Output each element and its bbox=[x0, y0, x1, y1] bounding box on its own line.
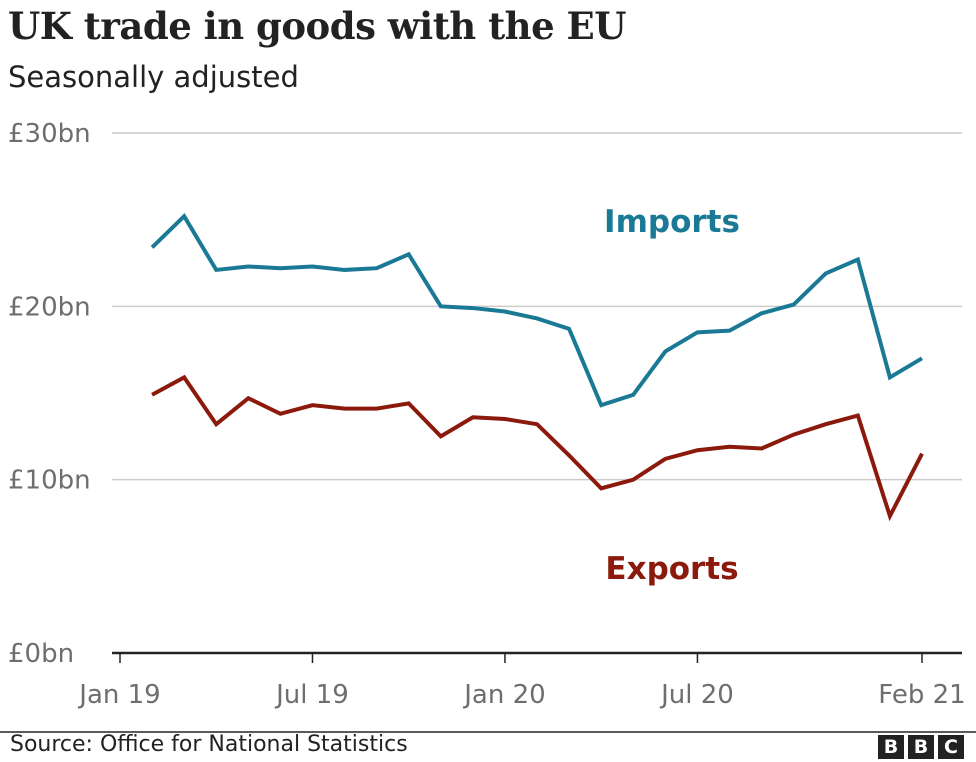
x-tick-label: Jan 20 bbox=[462, 680, 545, 710]
gridlines bbox=[112, 132, 962, 481]
line-chart: £0bn £10bn £20bn £30bn Jan 19 Jul 19 Jan 20 Ju… bbox=[8, 119, 966, 710]
x-tick-label: Jan 19 bbox=[77, 680, 160, 710]
bbc-logo-letter: B bbox=[908, 735, 934, 759]
series-line-imports bbox=[150, 213, 924, 408]
series-label-exports: Exports bbox=[605, 551, 738, 587]
footer-divider bbox=[0, 731, 976, 733]
series-label-imports: Imports bbox=[604, 204, 740, 240]
bbc-logo-letter: B bbox=[878, 735, 904, 759]
x-tick-label: Feb 21 bbox=[878, 680, 965, 710]
series-lines bbox=[150, 213, 924, 522]
chart-title: UK trade in goods with the EU bbox=[8, 4, 626, 48]
chart-subtitle: Seasonally adjusted bbox=[8, 60, 299, 94]
series-line-exports bbox=[151, 374, 924, 522]
x-axis: Jan 19 Jul 19 Jan 20 Jul 20 Feb 21 bbox=[77, 651, 966, 710]
series-labels: Imports Exports bbox=[604, 204, 740, 587]
y-tick-label: £10bn bbox=[8, 466, 91, 496]
x-tick-label: Jul 20 bbox=[659, 680, 734, 710]
bbc-logo-letter: C bbox=[938, 735, 964, 759]
y-tick-label: £30bn bbox=[8, 119, 91, 149]
bbc-logo: B B C bbox=[878, 735, 964, 759]
y-axis-ticks: £0bn £10bn £20bn £30bn bbox=[8, 119, 91, 669]
y-tick-label: £20bn bbox=[8, 292, 91, 322]
y-tick-label: £0bn bbox=[8, 639, 74, 669]
source-note: Source: Office for National Statistics bbox=[10, 732, 408, 757]
x-tick-label: Jul 19 bbox=[274, 680, 349, 710]
